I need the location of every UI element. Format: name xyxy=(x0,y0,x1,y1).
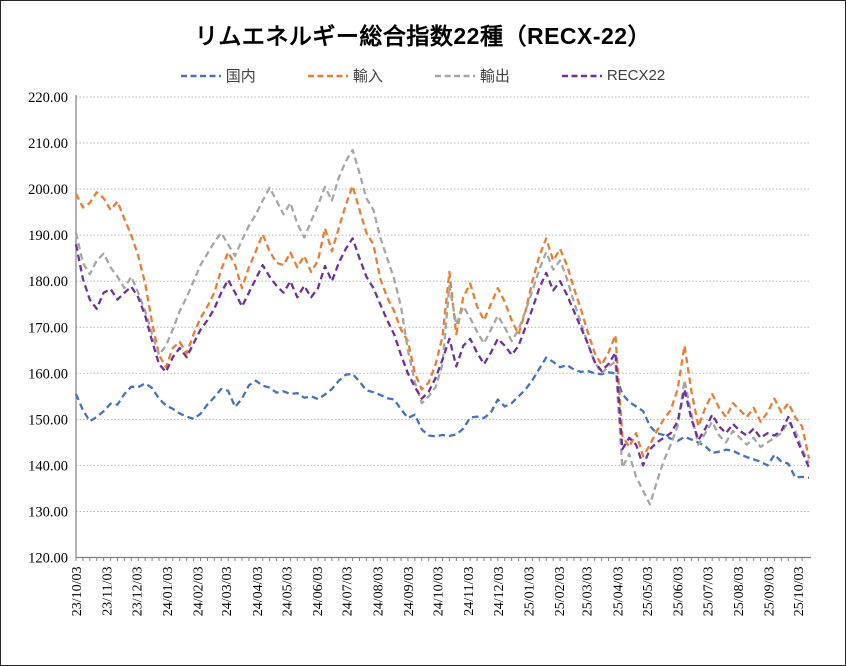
x-tick-label: 24/07/03 xyxy=(341,567,356,617)
y-tick-label: 130.00 xyxy=(28,504,68,520)
x-tick-label: 24/01/03 xyxy=(161,567,176,617)
y-tick-label: 120.00 xyxy=(28,551,68,567)
x-tick-label: 23/10/03 xyxy=(70,567,85,617)
x-tick-label: 25/09/03 xyxy=(763,567,778,617)
chart-title: リムエネルギー総合指数22種（RECX-22） xyxy=(194,23,652,49)
legend-label: RECX22 xyxy=(606,67,666,84)
x-tick-label: 24/03/03 xyxy=(220,567,235,617)
x-tick-label: 25/10/03 xyxy=(792,567,807,617)
x-tick-label: 24/05/03 xyxy=(280,567,295,617)
x-tick-label: 24/09/03 xyxy=(402,567,417,617)
y-tick-label: 140.00 xyxy=(28,458,68,474)
legend-label: 輸入 xyxy=(352,68,383,85)
y-tick-label: 190.00 xyxy=(28,228,68,244)
x-tick-label: 24/02/03 xyxy=(192,567,207,617)
y-tick-label: 200.00 xyxy=(28,182,68,198)
x-tick-label: 24/12/03 xyxy=(492,567,507,617)
chart-legend: 国内 輸入 輸出 RECX22 xyxy=(1,65,845,86)
x-tick-label: 24/04/03 xyxy=(251,567,266,617)
x-tick-label: 24/10/03 xyxy=(432,567,447,617)
x-tick-label: 25/04/03 xyxy=(611,567,626,617)
x-tick-label: 25/02/03 xyxy=(553,567,568,617)
x-tick-label: 23/12/03 xyxy=(130,567,145,617)
x-tick-label: 25/03/03 xyxy=(581,567,596,617)
series-line-domestic xyxy=(74,356,810,479)
x-tick-label: 25/08/03 xyxy=(732,567,747,617)
y-tick-label: 170.00 xyxy=(28,320,68,336)
y-tick-label: 220.00 xyxy=(28,90,68,106)
legend-item-export: 輸出 xyxy=(434,65,510,86)
legend-item-domestic: 国内 xyxy=(180,65,256,86)
y-tick-label: 180.00 xyxy=(28,274,68,290)
x-tick-label: 25/01/03 xyxy=(522,567,537,617)
x-tick-label: 25/05/03 xyxy=(641,567,656,617)
series-line-recx22 xyxy=(74,237,811,469)
series-line-import xyxy=(74,184,811,459)
legend-dash-icon-recx22 xyxy=(561,74,602,77)
legend-item-import: 輸入 xyxy=(307,65,383,86)
y-tick-label: 160.00 xyxy=(28,366,68,382)
x-tick-label: 23/11/03 xyxy=(101,567,116,616)
series-line-export xyxy=(74,148,811,506)
legend-dash-icon-import xyxy=(307,74,348,77)
y-tick-label: 210.00 xyxy=(28,136,68,152)
legend-item-recx22: RECX22 xyxy=(561,67,666,84)
x-tick-label: 24/06/03 xyxy=(311,567,326,617)
x-tick-label: 25/07/03 xyxy=(701,567,716,617)
x-tick-label: 24/11/03 xyxy=(462,567,477,616)
legend-label: 輸出 xyxy=(479,68,510,85)
legend-label: 国内 xyxy=(225,68,256,85)
legend-dash-icon-domestic xyxy=(180,74,221,77)
x-tick-label: 25/06/03 xyxy=(672,567,687,617)
x-tick-label: 24/08/03 xyxy=(371,567,386,617)
legend-dash-icon-export xyxy=(434,74,475,77)
y-tick-label: 150.00 xyxy=(28,412,68,428)
